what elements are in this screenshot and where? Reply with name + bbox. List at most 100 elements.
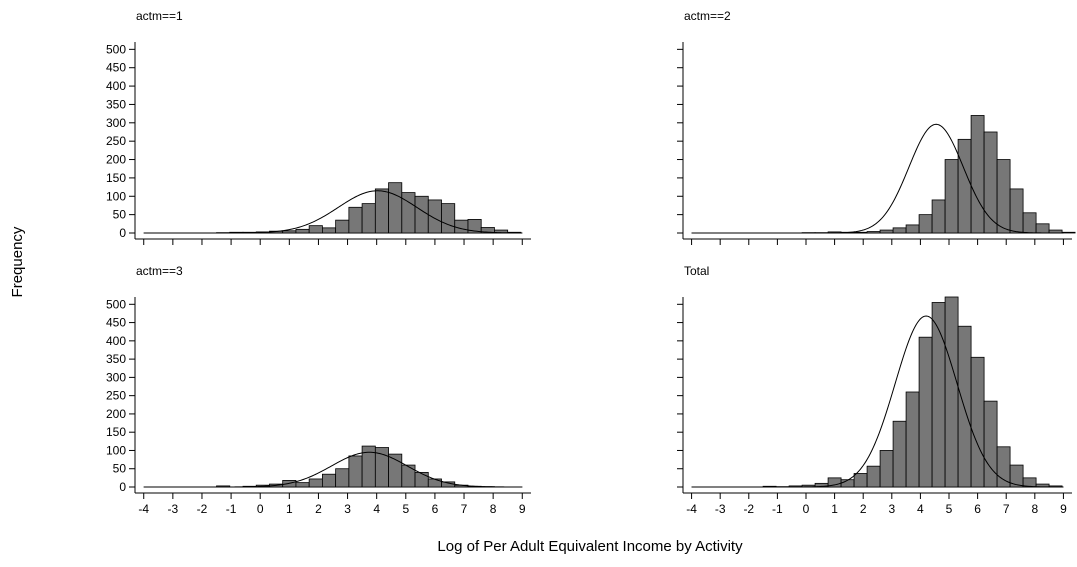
y-tick-label: 300 xyxy=(106,116,126,130)
y-tick-label: 300 xyxy=(106,370,126,384)
y-tick-label: 450 xyxy=(106,61,126,75)
histogram-bar xyxy=(296,229,309,233)
histogram-bar xyxy=(1062,232,1075,233)
y-tick-label: 50 xyxy=(113,208,127,222)
histogram-bar xyxy=(880,230,893,233)
panel-title: actm==3 xyxy=(136,264,183,278)
histogram-bar xyxy=(455,220,468,233)
panel-title: actm==2 xyxy=(684,9,731,23)
y-tick-label: 200 xyxy=(106,153,126,167)
histogram-bar xyxy=(971,115,984,233)
x-tick-label: -3 xyxy=(168,502,179,516)
histogram-bar xyxy=(402,465,415,487)
x-tick-label: -2 xyxy=(197,502,208,516)
x-tick-label: 9 xyxy=(1060,502,1067,516)
x-tick-label: 4 xyxy=(917,502,924,516)
histogram-bar xyxy=(932,200,945,233)
y-tick-label: 100 xyxy=(106,443,126,457)
y-tick-label: 250 xyxy=(106,389,126,403)
histogram-bar xyxy=(336,469,349,487)
histogram-bar xyxy=(893,228,906,233)
histogram-bar xyxy=(997,447,1010,487)
histogram-bar xyxy=(906,392,919,487)
x-tick-label: -4 xyxy=(686,502,697,516)
x-tick-label: 3 xyxy=(888,502,895,516)
y-tick-label: 400 xyxy=(106,334,126,348)
histogram-panel: actm==3050100150200250300350400450500-4-… xyxy=(106,264,531,516)
y-tick-label: 0 xyxy=(119,226,126,240)
histogram-bar xyxy=(867,232,880,233)
panel-title: Total xyxy=(684,264,709,278)
y-tick-label: 350 xyxy=(106,97,126,111)
x-tick-label: 9 xyxy=(519,502,526,516)
y-tick-label: 200 xyxy=(106,407,126,421)
histogram-bar xyxy=(296,483,309,487)
x-tick-label: 2 xyxy=(315,502,322,516)
y-tick-label: 350 xyxy=(106,352,126,366)
x-tick-label: 7 xyxy=(461,502,468,516)
histogram-bar xyxy=(322,228,335,233)
histogram-bar xyxy=(854,473,867,487)
histogram-bar xyxy=(945,160,958,233)
histogram-bar xyxy=(1010,189,1023,233)
x-axis-title: Log of Per Adult Equivalent Income by Ac… xyxy=(437,538,743,555)
histogram-bar xyxy=(945,297,958,487)
histogram-bar xyxy=(919,337,932,487)
histogram-bar xyxy=(997,160,1010,233)
histogram-bar xyxy=(283,231,296,233)
x-tick-label: 8 xyxy=(490,502,497,516)
x-tick-label: 8 xyxy=(1031,502,1038,516)
x-tick-label: -4 xyxy=(138,502,149,516)
histogram-bar xyxy=(415,472,428,487)
x-tick-label: -1 xyxy=(226,502,237,516)
histogram-bar xyxy=(906,225,919,233)
histogram-bar xyxy=(1036,224,1049,233)
histogram-bar xyxy=(919,215,932,233)
y-tick-label: 0 xyxy=(119,480,126,494)
x-tick-label: 0 xyxy=(257,502,264,516)
x-tick-label: 7 xyxy=(1003,502,1010,516)
histogram-bar xyxy=(958,139,971,233)
histogram-bar xyxy=(971,357,984,487)
histogram-bar xyxy=(322,474,335,487)
histogram-bar xyxy=(309,226,322,233)
x-tick-label: 2 xyxy=(860,502,867,516)
histogram-bar xyxy=(893,421,906,487)
x-tick-label: -3 xyxy=(715,502,726,516)
y-tick-label: 450 xyxy=(106,316,126,330)
histogram-bar xyxy=(309,479,322,487)
histogram-bar xyxy=(984,401,997,487)
y-tick-label: 100 xyxy=(106,189,126,203)
histogram-bar xyxy=(854,232,867,233)
histogram-bar xyxy=(375,189,388,233)
x-tick-label: 1 xyxy=(831,502,838,516)
histogram-bar xyxy=(442,204,455,233)
x-tick-label: 5 xyxy=(402,502,409,516)
histogram-bar xyxy=(362,204,375,233)
histogram-bar xyxy=(428,200,441,233)
histogram-bar xyxy=(428,479,441,487)
y-tick-label: 150 xyxy=(106,425,126,439)
histogram-bar xyxy=(389,183,402,233)
histogram-bar xyxy=(349,456,362,487)
histogram-bar xyxy=(880,450,893,487)
y-tick-label: 500 xyxy=(106,297,126,311)
y-tick-label: 400 xyxy=(106,79,126,93)
histogram-bar xyxy=(415,196,428,233)
y-axis-title: Frequency xyxy=(9,226,26,297)
y-tick-label: 500 xyxy=(106,42,126,56)
x-tick-label: -2 xyxy=(743,502,754,516)
histogram-bar xyxy=(336,220,349,233)
y-tick-label: 50 xyxy=(113,462,127,476)
x-tick-label: -1 xyxy=(772,502,783,516)
x-tick-label: 4 xyxy=(373,502,380,516)
histogram-bar xyxy=(349,207,362,233)
histogram-panel: actm==2 xyxy=(677,9,1075,245)
histogram-bar xyxy=(1023,213,1036,233)
x-tick-label: 3 xyxy=(344,502,351,516)
x-tick-label: 0 xyxy=(803,502,810,516)
x-tick-label: 6 xyxy=(432,502,439,516)
